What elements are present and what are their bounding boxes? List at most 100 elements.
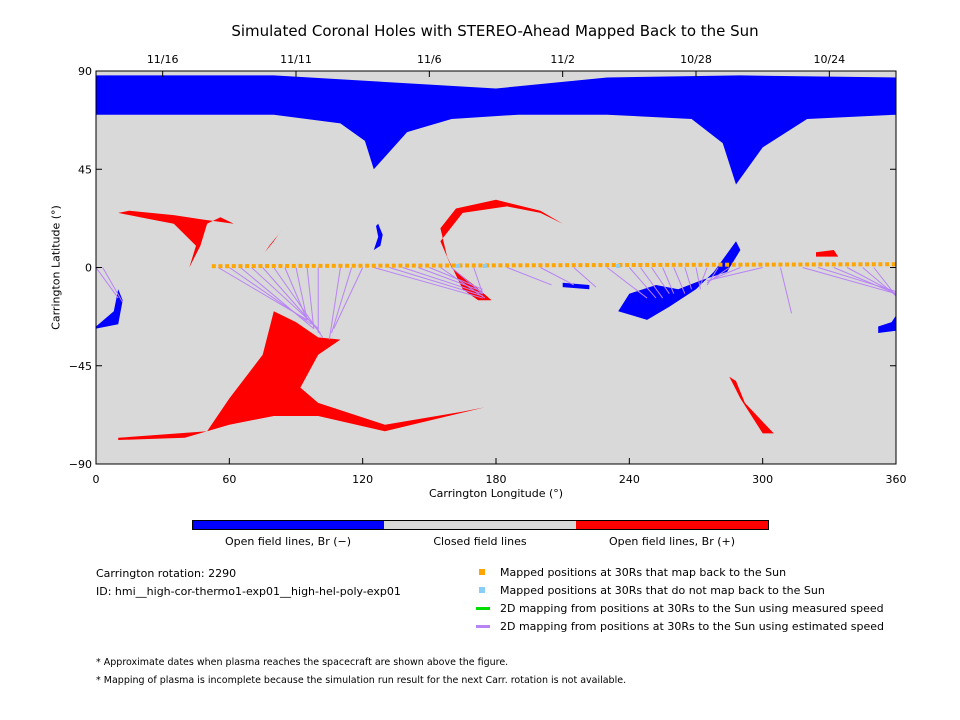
mapped-point-10 [278,263,283,268]
legend-estimated-line [476,625,490,628]
coronal-hole-positive-11 [729,376,774,434]
unmapped-point-1 [482,263,487,268]
mapped-point-95 [845,262,850,267]
mapped-point-78 [731,262,736,267]
mapped-point-7 [258,264,263,269]
mapping-line-estimated-4 [262,267,321,334]
note-incomplete: * Mapping of plasma is incomplete becaus… [96,675,627,686]
mapped-point-1 [218,264,223,269]
mapped-point-70 [678,262,683,267]
coronal-hole-positive-6 [118,311,485,440]
date-tick-label-0: 11/16 [147,53,179,66]
y-tick-label-4: −90 [69,458,92,471]
mapped-point-50 [545,263,550,268]
mapped-point-0 [211,264,216,269]
colorbar-label-closed: Closed field lines [433,535,527,548]
mapped-point-35 [445,263,450,268]
colorbar-negative [192,520,385,530]
mapped-point-20 [345,263,350,268]
mapping-line-estimated-40 [833,267,896,295]
mapping-line-estimated-28 [662,267,675,294]
mapped-point-60 [611,263,616,268]
mapped-point-23 [365,263,370,268]
mapped-point-68 [665,262,670,267]
legend-unmapped-marker [479,587,485,593]
mapping-line-estimated-21 [506,267,552,286]
colorbar-label-positive: Open field lines, Br (+) [608,535,736,548]
mapping-line-estimated-11 [331,267,353,334]
mapped-point-89 [805,262,810,267]
mapped-point-79 [738,262,743,267]
mapped-point-90 [811,262,816,267]
mapped-point-17 [325,263,330,268]
x-tick-label-6: 360 [886,473,907,486]
mapping-line-estimated-43 [873,267,896,297]
mapping-line-estimated-42 [862,267,896,297]
mapped-point-72 [691,262,696,267]
mapping-line-estimated-20 [473,267,484,294]
mapped-point-25 [378,263,383,268]
coronal-hole-negative-1 [373,223,383,250]
mapped-point-81 [751,262,756,267]
x-tick-label-0: 0 [93,473,100,486]
mapping-line-estimated-13 [373,267,483,299]
mapped-point-85 [778,262,783,267]
coronal-hole-negative-0 [96,75,896,185]
mapped-point-34 [438,263,443,268]
mapped-point-24 [371,263,376,268]
mapped-point-31 [418,263,423,268]
mapped-point-56 [585,263,590,268]
colorbar-label-negative: Open field lines, Br (−) [224,535,352,548]
simulation-id: ID: hmi__high-cor-thermo1-exp01__high-he… [96,585,401,598]
mapped-point-29 [405,263,410,268]
legend-mapped-label: Mapped positions at 30Rs that map back t… [500,566,787,579]
legend-measured-line [476,607,490,610]
mapping-line-estimated-36 [706,267,763,282]
note-dates: * Approximate dates when plasma reaches … [96,657,509,668]
date-tick-label-4: 10/28 [680,53,712,66]
colorbar-closed [384,520,576,530]
mapped-point-61 [618,263,623,268]
mapped-point-51 [551,263,556,268]
date-tick-label-5: 10/24 [813,53,845,66]
mapped-point-38 [465,263,470,268]
mapping-line-estimated-39 [818,267,896,292]
y-tick-label-1: 45 [78,163,92,176]
mapping-line-estimated-15 [402,267,483,295]
mapped-point-64 [638,262,643,267]
unmapped-point-2 [616,263,621,268]
x-tick-label-1: 60 [222,473,236,486]
colorbar-positive [576,520,769,530]
mapped-point-63 [631,262,636,267]
mapped-point-67 [658,262,663,267]
mapped-point-8 [265,264,270,269]
mapping-line-estimated-30 [684,267,693,290]
mapped-point-43 [498,263,503,268]
date-tick-label-3: 11/2 [550,53,575,66]
date-tick-label-1: 11/11 [280,53,312,66]
mapped-point-102 [891,262,896,267]
mapped-point-88 [798,262,803,267]
mapped-point-46 [518,263,523,268]
mapping-line-estimated-7 [295,267,308,321]
mapping-line-estimated-24 [606,267,648,299]
mapped-point-28 [398,263,403,268]
mapped-point-16 [318,263,323,268]
mapping-line-estimated-14 [389,267,483,297]
mapped-point-97 [858,262,863,267]
mapped-point-76 [718,262,723,267]
mapping-line-estimated-5 [273,267,324,338]
coronal-hole-negative-4 [96,289,123,329]
legend-mapped-marker [479,569,485,575]
x-tick-label-5: 300 [752,473,773,486]
mapped-point-4 [238,264,243,269]
x-tick-label-3: 180 [486,473,507,486]
mapped-point-84 [771,262,776,267]
mapping-line-estimated-27 [651,267,670,294]
mapped-point-96 [851,262,856,267]
mapped-point-45 [511,263,516,268]
mapping-line-estimated-25 [628,267,657,299]
mapped-point-47 [525,263,530,268]
mapped-point-94 [838,262,843,267]
